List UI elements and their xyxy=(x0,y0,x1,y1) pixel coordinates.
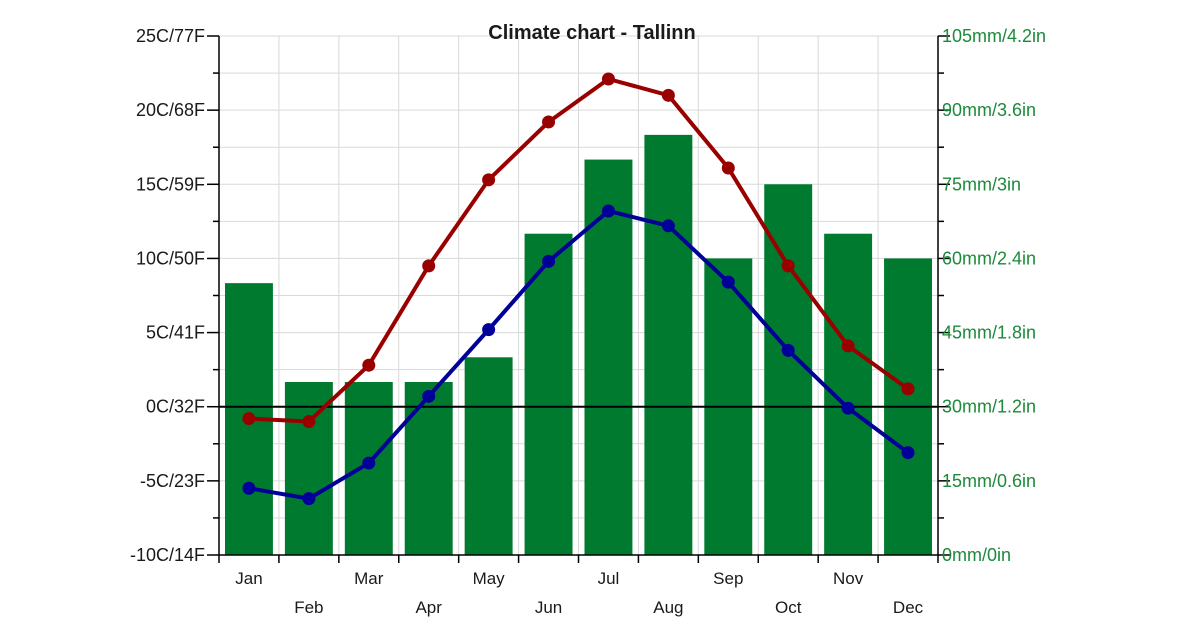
temperature-point-1-may xyxy=(482,173,496,187)
right-tick-label: 75mm/3in xyxy=(942,174,1021,194)
temperature-line-1 xyxy=(246,77,911,424)
temperature-point-1-sep xyxy=(721,161,735,175)
right-tick-label: 105mm/4.2in xyxy=(942,26,1046,46)
temperature-point-2-jun xyxy=(542,254,556,268)
temperature-point-2-dec xyxy=(901,446,915,460)
temperature-point-2-aug xyxy=(661,219,675,233)
right-tick-label: 45mm/1.8in xyxy=(942,323,1036,343)
chart-title: Climate chart - Tallinn xyxy=(488,22,695,44)
bar-apr xyxy=(404,382,453,555)
temperature-point-2-jul xyxy=(601,204,615,218)
temperature-point-1-mar xyxy=(362,358,376,372)
temperature-point-1-jun xyxy=(542,115,556,129)
bar-oct xyxy=(764,184,813,556)
x-tick-label-may: May xyxy=(473,569,506,588)
bar-feb xyxy=(284,382,333,555)
temperature-point-2-mar xyxy=(362,456,376,470)
right-tick-label: 60mm/2.4in xyxy=(942,248,1036,268)
left-tick-label: 10C/50F xyxy=(136,248,205,268)
tick-labels: -10C/14F -5C/23F 0C/32F 5C/41F 10C/50F 15C/59… xyxy=(130,26,1046,617)
temperature-point-1-nov xyxy=(841,339,855,353)
temperature-point-2-sep xyxy=(721,275,735,289)
x-tick-label-jan: Jan xyxy=(235,569,262,588)
left-tick-label: -5C/23F xyxy=(140,471,205,491)
left-tick-label: 20C/68F xyxy=(136,100,205,120)
temperature-point-1-jan xyxy=(242,412,256,426)
x-tick-label-feb: Feb xyxy=(294,598,323,617)
x-tick-label-nov: Nov xyxy=(833,569,864,588)
x-tick-label-dec: Dec xyxy=(893,598,924,617)
temperature-point-2-may xyxy=(482,323,496,337)
bar-jun xyxy=(524,233,573,555)
temperature-point-1-jul xyxy=(601,72,615,86)
right-tick-label: 0mm/0in xyxy=(942,545,1011,565)
x-tick-label-mar: Mar xyxy=(354,569,384,588)
bar-aug xyxy=(644,134,693,555)
x-tick-label-apr: Apr xyxy=(415,598,442,617)
temperature-point-1-apr xyxy=(422,259,436,273)
x-tick-label-sep: Sep xyxy=(713,569,743,588)
left-tick-label: 0C/32F xyxy=(146,397,205,417)
temperature-point-2-apr xyxy=(422,389,436,403)
temperature-point-1-oct xyxy=(781,259,795,273)
temperature-point-1-feb xyxy=(302,415,316,429)
bar-may xyxy=(464,357,513,555)
temperature-point-1-aug xyxy=(661,88,675,102)
right-tick-label: 90mm/3.6in xyxy=(942,100,1036,120)
x-tick-label-jul: Jul xyxy=(598,569,620,588)
left-tick-label: 25C/77F xyxy=(136,26,205,46)
right-tick-label: 15mm/0.6in xyxy=(942,471,1036,491)
grid xyxy=(218,35,939,556)
temperature-lines xyxy=(242,72,915,506)
bar-jul xyxy=(584,159,633,556)
left-tick-label: -10C/14F xyxy=(130,545,205,565)
left-tick-label: 5C/41F xyxy=(146,323,205,343)
temperature-point-2-nov xyxy=(841,401,855,415)
temperature-point-1-dec xyxy=(901,382,915,396)
x-tick-label-jun: Jun xyxy=(535,598,562,617)
axes xyxy=(207,35,950,563)
temperature-point-2-oct xyxy=(781,343,795,357)
temperature-point-2-feb xyxy=(302,492,316,506)
x-tick-label-oct: Oct xyxy=(775,598,802,617)
left-tick-label: 15C/59F xyxy=(136,174,205,194)
right-tick-label: 30mm/1.2in xyxy=(942,397,1036,417)
temperature-line-2 xyxy=(246,208,911,501)
x-tick-label-aug: Aug xyxy=(653,598,683,617)
temperature-point-2-jan xyxy=(242,481,256,495)
